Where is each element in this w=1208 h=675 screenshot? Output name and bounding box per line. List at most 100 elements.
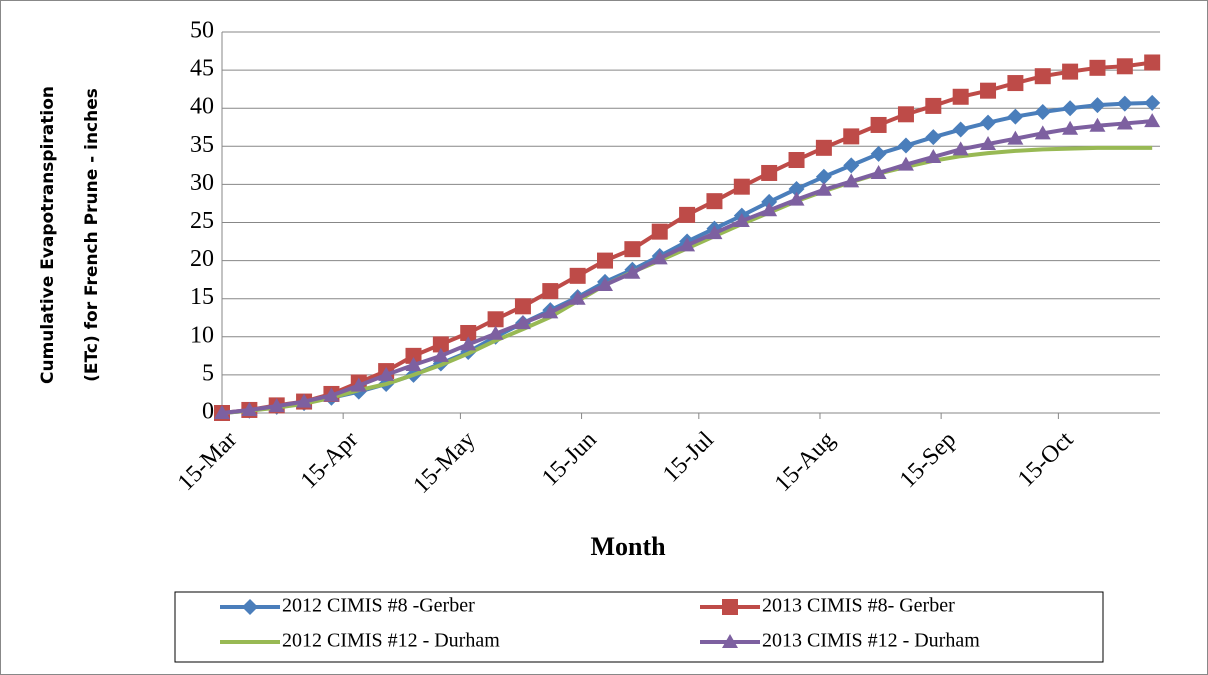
marker — [722, 634, 738, 648]
y-tick-label: 15 — [190, 284, 214, 310]
y-tick-label: 20 — [190, 246, 214, 272]
marker — [952, 121, 969, 138]
marker — [706, 225, 723, 240]
marker — [1034, 104, 1051, 121]
marker — [405, 356, 422, 371]
y-tick-label: 35 — [190, 132, 214, 158]
marker — [980, 114, 997, 131]
y-tick-label: 50 — [190, 18, 214, 44]
marker — [870, 145, 887, 162]
marker — [980, 136, 997, 151]
marker — [432, 336, 449, 353]
y-tick-label: 5 — [202, 360, 214, 386]
marker — [214, 405, 230, 419]
marker — [1116, 95, 1133, 112]
marker — [242, 599, 258, 615]
marker — [432, 347, 449, 362]
y-tick-label: 40 — [190, 94, 214, 120]
marker — [1062, 100, 1079, 117]
marker — [542, 304, 559, 319]
marker — [624, 241, 641, 258]
marker — [597, 252, 614, 269]
marker — [1089, 97, 1106, 114]
marker — [542, 283, 559, 300]
marker — [952, 88, 969, 105]
marker — [569, 290, 586, 305]
marker — [843, 173, 860, 188]
marker — [514, 298, 531, 315]
marker — [1116, 115, 1133, 130]
marker — [1034, 68, 1051, 85]
marker — [1116, 58, 1133, 75]
marker — [788, 152, 805, 169]
marker — [925, 148, 942, 163]
marker — [980, 82, 997, 99]
marker — [1089, 59, 1106, 76]
y-tick-label: 0 — [202, 399, 214, 425]
marker — [870, 164, 887, 179]
y-tick-label: 10 — [190, 322, 214, 348]
marker — [870, 116, 887, 133]
marker — [815, 139, 832, 156]
marker — [952, 141, 969, 156]
marker — [514, 315, 531, 330]
marker — [651, 250, 668, 265]
marker — [569, 267, 586, 284]
marker — [378, 366, 395, 381]
marker — [815, 168, 832, 185]
y-tick-label: 45 — [190, 56, 214, 82]
marker — [1089, 117, 1106, 132]
marker — [761, 193, 778, 210]
marker — [843, 157, 860, 174]
marker — [897, 106, 914, 123]
marker — [788, 180, 805, 197]
marker — [897, 156, 914, 171]
marker — [843, 128, 860, 145]
marker — [624, 264, 641, 279]
marker — [296, 393, 313, 408]
marker — [1144, 54, 1161, 71]
marker — [597, 276, 614, 291]
marker — [679, 237, 696, 252]
marker — [733, 178, 750, 195]
marker — [651, 223, 668, 240]
marker — [460, 336, 477, 351]
marker — [241, 401, 258, 416]
legend-label: 2012 CIMIS #8 -Gerber — [282, 595, 475, 617]
marker — [761, 202, 778, 217]
marker — [487, 325, 504, 340]
legend — [174, 591, 1104, 663]
marker — [925, 129, 942, 146]
marker — [460, 324, 477, 341]
marker — [761, 164, 778, 181]
marker — [815, 181, 832, 196]
marker — [679, 206, 696, 223]
marker — [706, 193, 723, 210]
x-axis-title: Month — [590, 532, 666, 561]
marker — [1007, 130, 1024, 145]
legend-label: 2012 CIMIS #12 - Durham — [282, 630, 500, 652]
marker — [897, 137, 914, 154]
marker — [405, 347, 422, 364]
y-tick-label: 30 — [190, 170, 214, 196]
marker — [268, 398, 285, 413]
marker — [788, 191, 805, 206]
legend-label: 2013 CIMIS #8- Gerber — [762, 595, 955, 617]
marker — [1144, 113, 1161, 128]
marker — [1034, 125, 1051, 140]
marker — [1007, 75, 1024, 92]
marker — [733, 212, 750, 227]
y-axis-title: (ETc) for French Prune - inches — [82, 88, 102, 382]
marker — [722, 599, 738, 615]
marker — [1062, 63, 1079, 80]
marker — [1007, 108, 1024, 125]
marker — [925, 97, 942, 114]
legend-label: 2013 CIMIS #12 - Durham — [762, 630, 980, 652]
y-tick-label: 25 — [190, 208, 214, 234]
marker — [1144, 94, 1161, 111]
marker — [350, 377, 367, 392]
marker — [487, 311, 504, 328]
